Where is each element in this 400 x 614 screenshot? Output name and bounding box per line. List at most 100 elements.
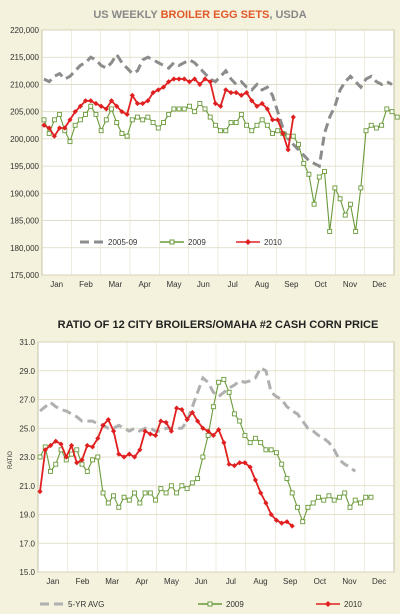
data-point (137, 500, 143, 506)
data-point (145, 98, 151, 104)
data-point (72, 122, 78, 128)
x-tick-label: Jun (197, 280, 210, 289)
x-tick-label: Sep (283, 577, 298, 586)
chart1-y-ticks: 175,000 180,000 185,000 190,000 195,000 200,0… (10, 26, 39, 280)
data-point (184, 486, 190, 492)
data-point (186, 79, 193, 85)
data-point (316, 174, 322, 180)
data-point (294, 504, 300, 510)
x-tick-label: Jan (46, 577, 59, 586)
data-point (384, 106, 390, 112)
data-point (131, 454, 138, 460)
data-point (311, 201, 317, 207)
data-point (160, 84, 167, 90)
data-point (363, 128, 369, 134)
y-tick-label: 23.0 (19, 453, 35, 462)
data-point (358, 500, 363, 506)
y-tick-label: 210,000 (10, 80, 39, 89)
data-point (84, 468, 90, 474)
x-tick-label: Dec (372, 577, 386, 586)
x-tick-label: Nov (342, 577, 356, 586)
data-point (358, 185, 364, 191)
broiler-corn-ratio-chart: RATIO OF 12 CITY BROILERS/OMAHA #2 CASH … (8, 319, 395, 609)
data-point (192, 76, 198, 82)
x-tick-label: Oct (314, 280, 327, 289)
data-point (163, 419, 169, 426)
data-point (189, 480, 195, 486)
data-point (243, 90, 250, 96)
data-point (145, 114, 151, 120)
data-point (53, 438, 59, 444)
data-point (231, 411, 237, 417)
data-point (202, 76, 208, 82)
data-point (226, 461, 232, 467)
data-point (263, 447, 269, 453)
data-point (321, 497, 327, 503)
data-point (68, 442, 75, 449)
data-point (289, 523, 295, 529)
data-point (103, 117, 109, 123)
data-point (77, 103, 83, 109)
data-point (100, 490, 106, 496)
chart2-y-axis-label: RATIO (8, 451, 14, 469)
data-point (238, 111, 244, 117)
data-point (51, 133, 57, 139)
data-point (289, 490, 295, 496)
legend-label: 2010 (264, 238, 282, 247)
data-point (119, 130, 125, 136)
x-tick-label: May (166, 280, 181, 289)
data-point (83, 111, 89, 117)
data-point (90, 457, 95, 463)
data-point (254, 122, 260, 128)
data-point (95, 435, 101, 441)
x-tick-label: Mar (105, 577, 119, 586)
data-point (42, 447, 48, 453)
data-point (242, 460, 248, 466)
data-point (124, 111, 130, 117)
data-point (273, 517, 280, 523)
data-point (306, 171, 312, 177)
x-tick-label: Feb (76, 577, 90, 586)
series-line (39, 365, 357, 473)
data-point (181, 106, 187, 112)
data-point (37, 454, 43, 460)
data-point (105, 500, 111, 506)
data-point (242, 432, 248, 438)
data-point (202, 106, 208, 112)
data-point (207, 114, 213, 120)
x-tick-label: Dec (372, 280, 386, 289)
legend-marker (207, 601, 213, 607)
data-point (74, 447, 80, 453)
data-point (322, 169, 327, 175)
data-point (238, 92, 244, 98)
data-point (95, 454, 101, 460)
data-point (342, 490, 348, 496)
data-point (82, 98, 89, 104)
data-point (186, 103, 192, 109)
data-point (41, 117, 47, 123)
x-tick-label: Jul (226, 577, 236, 586)
data-point (264, 106, 270, 112)
legend-label: 5-YR AVG (68, 600, 104, 609)
x-tick-label: Sep (284, 280, 299, 289)
data-point (368, 494, 374, 500)
data-point (121, 494, 127, 500)
data-point (347, 201, 353, 207)
data-point (379, 122, 385, 128)
data-point (332, 185, 338, 191)
chart1-title-part-0: US WEEKLY (93, 9, 160, 21)
data-point (280, 130, 286, 137)
data-point (116, 504, 122, 510)
data-point (212, 122, 218, 128)
y-tick-label: 180,000 (10, 244, 39, 253)
data-point (337, 196, 343, 202)
data-point (129, 117, 135, 123)
data-point (237, 418, 243, 424)
data-point (218, 128, 224, 134)
data-point (56, 125, 63, 131)
y-tick-label: 185,000 (10, 217, 39, 226)
y-tick-label: 15.0 (19, 568, 35, 577)
y-tick-label: 27.0 (19, 396, 35, 405)
data-point (98, 128, 104, 134)
data-point (200, 454, 206, 460)
